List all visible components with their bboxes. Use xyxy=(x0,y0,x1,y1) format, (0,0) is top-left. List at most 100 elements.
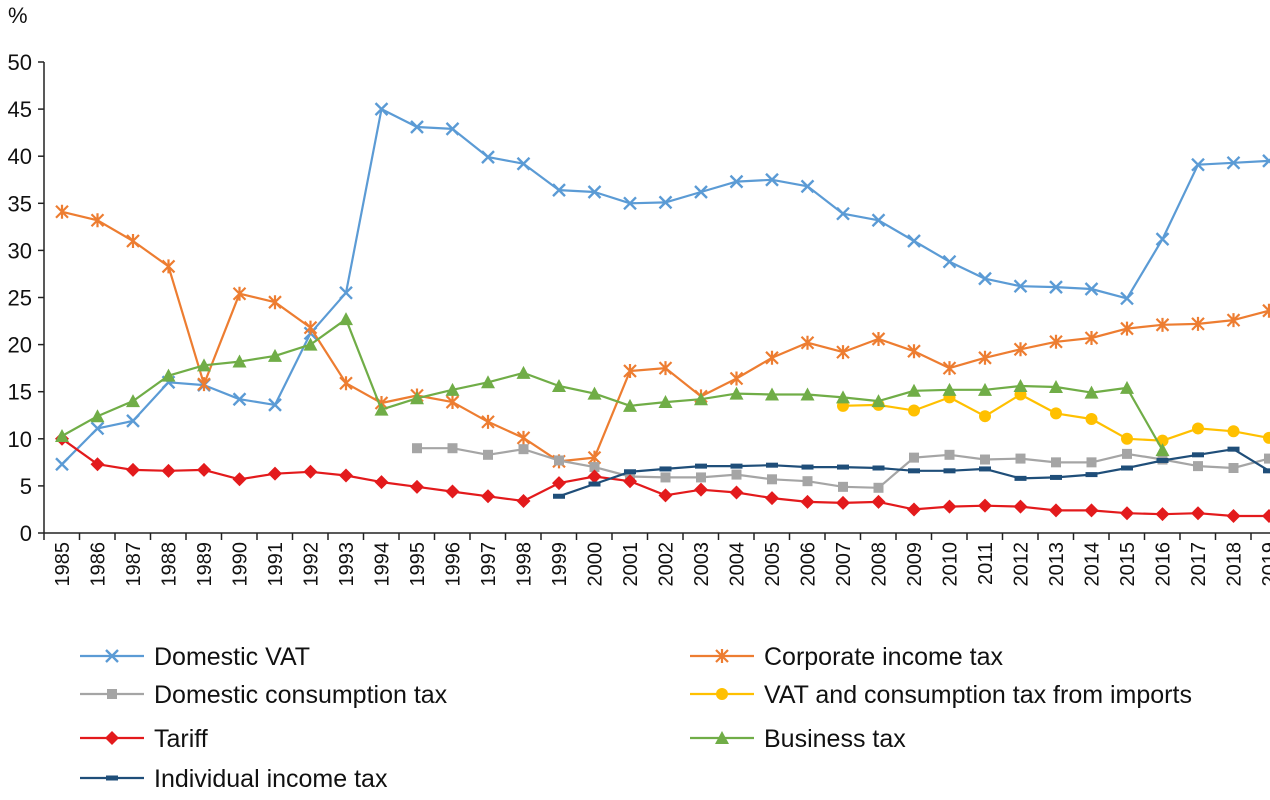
x-tick-label: 2014 xyxy=(1082,542,1104,587)
data-point xyxy=(268,348,282,362)
data-point xyxy=(624,469,636,475)
data-point xyxy=(909,452,919,463)
data-point xyxy=(161,463,176,478)
data-point xyxy=(623,398,637,412)
x-tick-label: 2009 xyxy=(904,542,926,587)
data-point xyxy=(907,344,921,359)
data-point xyxy=(1227,425,1240,438)
data-point xyxy=(1227,446,1240,452)
x-tick-label: 2003 xyxy=(691,542,713,587)
legend-label: Corporate income tax xyxy=(764,643,1004,671)
legend-marker xyxy=(106,775,118,781)
y-tick-label: 0 xyxy=(20,521,32,546)
data-point xyxy=(942,499,957,514)
data-point xyxy=(979,410,991,423)
data-point xyxy=(447,443,458,454)
data-point xyxy=(516,493,531,508)
data-point xyxy=(339,376,353,391)
data-point xyxy=(268,466,282,481)
data-point xyxy=(1050,474,1062,480)
data-point xyxy=(126,233,140,248)
data-point xyxy=(587,469,602,484)
data-point xyxy=(268,398,282,412)
data-point xyxy=(800,387,815,401)
data-point xyxy=(1155,507,1170,522)
legend-item: Domestic VAT xyxy=(80,643,310,671)
x-tick-label: 1994 xyxy=(372,542,394,587)
data-point xyxy=(410,120,424,134)
data-point xyxy=(516,365,531,379)
x-tick-label: 2016 xyxy=(1153,542,1175,587)
data-point xyxy=(518,444,529,455)
data-point xyxy=(980,454,990,465)
x-tick-label: 2001 xyxy=(620,542,642,587)
data-point xyxy=(1120,506,1134,521)
data-point xyxy=(1193,461,1203,472)
data-point xyxy=(412,443,422,454)
data-point xyxy=(303,464,318,479)
data-point xyxy=(55,457,69,472)
x-tick-label: 1990 xyxy=(230,542,252,587)
data-point xyxy=(838,481,848,492)
data-point xyxy=(90,457,105,472)
series-tariff xyxy=(55,431,1270,524)
data-point xyxy=(1263,431,1270,444)
legend-item: VAT and consumption tax from imports xyxy=(690,681,1192,709)
data-point xyxy=(1262,303,1270,318)
data-point xyxy=(339,312,353,326)
x-tick-label: 2007 xyxy=(833,542,855,587)
data-point xyxy=(765,387,779,401)
data-point xyxy=(871,213,886,228)
x-tick-label: 1985 xyxy=(52,542,74,587)
legend-marker xyxy=(716,688,728,700)
data-point xyxy=(730,463,743,469)
series-domestic-consumption-tax xyxy=(412,443,1270,493)
series-vat-and-consumption-tax-from-imports xyxy=(837,388,1270,447)
data-point xyxy=(1013,499,1028,514)
data-point xyxy=(410,479,424,494)
data-point xyxy=(836,390,850,404)
data-point xyxy=(694,392,708,406)
data-point xyxy=(552,476,566,491)
data-point xyxy=(979,466,991,472)
data-point xyxy=(800,494,815,509)
data-point xyxy=(978,271,992,286)
data-point xyxy=(660,472,671,483)
data-point xyxy=(836,495,850,510)
data-point xyxy=(1262,509,1270,524)
data-point xyxy=(623,196,637,211)
data-point xyxy=(445,382,460,396)
y-tick-label: 40 xyxy=(8,144,32,169)
legend-marker xyxy=(105,731,119,745)
data-point xyxy=(161,368,176,382)
data-point xyxy=(1085,472,1098,478)
data-point xyxy=(339,468,353,483)
data-point xyxy=(765,350,779,365)
data-point xyxy=(232,354,247,368)
data-point xyxy=(978,350,992,365)
data-point xyxy=(481,150,495,164)
data-point xyxy=(268,295,282,310)
x-tick-label: 2000 xyxy=(585,542,607,587)
data-point xyxy=(1086,457,1097,468)
data-point xyxy=(767,474,777,485)
data-point xyxy=(729,371,744,386)
data-point xyxy=(872,465,885,471)
legend-label: Tariff xyxy=(154,725,208,753)
y-tick-label: 45 xyxy=(8,97,32,122)
data-point xyxy=(1228,463,1239,474)
x-tick-label: 2013 xyxy=(1046,542,1068,587)
data-point xyxy=(1121,432,1133,445)
data-point xyxy=(658,195,673,210)
x-tick-label: 2011 xyxy=(975,542,997,585)
data-point xyxy=(374,475,389,490)
data-point xyxy=(553,493,565,499)
x-tick-label: 1988 xyxy=(159,542,181,587)
data-point xyxy=(695,463,707,469)
y-tick-label: 25 xyxy=(8,286,32,311)
x-tick-label: 1995 xyxy=(407,542,429,587)
data-point xyxy=(445,395,460,410)
data-point xyxy=(729,174,744,189)
data-point xyxy=(1155,232,1170,246)
data-point xyxy=(1120,380,1134,394)
